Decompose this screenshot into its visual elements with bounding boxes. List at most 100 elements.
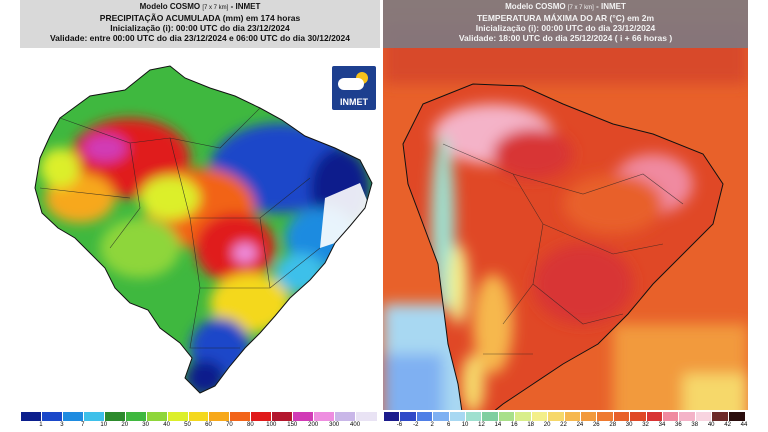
colorbar-swatch [497,412,516,421]
colorbar-label: 12 [478,422,485,428]
model-resolution: [7 x 7 km] [567,5,594,11]
colorbar-label: 2 [430,422,434,428]
colorbar-label: 28 [609,422,617,428]
colorbar-label: 7 [81,422,85,428]
colorbar-swatch [40,412,63,421]
colorbar-label: 42 [724,422,731,428]
colorbar-label: 20 [543,422,551,428]
colorbar-swatch [727,412,745,421]
precipitation-map-header: Modelo COSMO [7 x 7 km] - INMET PRECIPIT… [20,0,380,48]
colorbar-swatch [334,412,357,421]
colorbar-label: 32 [642,422,649,428]
colorbar-label: -6 [396,422,403,428]
precipitation-field [35,66,372,393]
precipitation-colorbar: 1 3 7 10 20 30 40 50 60 70 80 100 150 200 300 400 [20,410,380,432]
colorbar-label: 10 [100,422,108,428]
colorbar-swatch [415,412,434,421]
colorbar-swatch [579,412,598,421]
colorbar-swatch [547,412,565,421]
inmet-logo: INMET [332,66,376,110]
model-resolution: [7 x 7 km] [202,5,229,11]
colorbar-swatch [313,412,336,421]
logo-text: INMET [340,97,368,107]
colorbar-label: 36 [675,422,682,428]
cloud-icon [338,78,364,90]
colorbar-swatch [661,412,680,421]
colorbar-label: 44 [740,422,748,428]
colorbar-label: 3 [60,422,64,428]
colorbar-swatch [481,412,499,421]
colorbar-label: 22 [560,422,567,428]
validity-text: Validade: entre 00:00 UTC do dia 23/12/2… [49,33,350,43]
colorbar-label: 100 [266,422,277,428]
model-org: - INMET [230,2,261,11]
colorbar-swatch [271,412,294,421]
model-name: Modelo COSMO [505,2,566,11]
colorbar-label: 400 [350,422,361,428]
colorbar-swatch [82,412,105,421]
model-org: - INMET [596,2,626,11]
validity-text: Validade: 18:00 UTC do dia 25/12/2024 ( … [458,33,673,43]
colorbar-swatch [145,412,168,421]
colorbar-label: 60 [205,422,212,428]
colorbar-swatch [61,412,84,421]
temperature-map-header: Modelo COSMO [7 x 7 km] - INMET TEMPERAT… [383,0,748,48]
colorbar-label: 300 [329,422,340,428]
south-america-outline [402,83,724,410]
colorbar-label: 30 [625,422,633,428]
temperature-map-panel: Modelo COSMO [7 x 7 km] - INMET TEMPERAT… [383,0,748,432]
temperature-colorbar: -6 -2 2 6 10 12 14 16 18 20 22 24 26 28 30 32 34 36 38 40 42… [383,410,748,432]
colorbar-swatch [612,412,631,421]
colorbar-swatch [383,412,401,421]
initialization-text: Inicialização (i): 00:00 UTC do dia 23/1… [110,23,290,33]
temperature-map [383,24,748,410]
colorbar-swatch [629,412,647,421]
map-title: TEMPERATURA MÁXIMA DO AR (°C) em 2m [476,13,655,23]
colorbar-label: 6 [446,422,451,428]
colorbar-label: 16 [510,422,518,428]
colorbar-swatch [645,412,663,421]
colorbar-swatch [678,412,696,421]
colorbar-swatch [711,412,729,421]
colorbar-label: 26 [592,422,600,428]
colorbar-label: 34 [658,422,666,428]
colorbar-label: 20 [121,422,129,428]
colorbar-swatch [229,412,252,421]
initialization-text: Inicialização (i): 00:00 UTC do dia 23/1… [475,23,656,33]
colorbar-swatch [355,412,377,421]
colorbar-swatch [292,412,315,421]
colorbar-label: 30 [142,422,149,428]
colorbar-swatch [208,412,231,421]
colorbar-label: 24 [576,422,584,428]
brazil-outline [34,65,373,394]
colorbar-swatch [432,412,450,421]
colorbar-label: 1 [39,422,43,428]
colorbar-swatch [694,412,713,421]
colorbar-label: 200 [308,422,319,428]
colorbar-swatch [399,412,417,421]
colorbar-label: 70 [226,422,233,428]
colorbar-swatch [166,412,189,421]
colorbar-swatch [465,412,483,421]
colorbar-label: 40 [163,422,170,428]
colorbar-swatch [514,412,532,421]
colorbar-label: 14 [494,422,502,428]
colorbar-label: 150 [287,422,298,428]
colorbar-label: 10 [461,422,469,428]
model-name: Modelo COSMO [139,2,201,11]
colorbar-swatch [250,412,273,421]
map-title: PRECIPITAÇÃO ACUMULADA (mm) em 174 horas [99,13,301,23]
colorbar-label: 80 [247,422,254,428]
colorbar-swatch [20,412,42,421]
colorbar-swatch [124,412,147,421]
colorbar-swatch [530,412,549,421]
precipitation-map-panel: Modelo COSMO [7 x 7 km] - INMET PRECIPIT… [20,0,380,432]
precipitation-map [34,65,373,394]
colorbar-label: -2 [413,422,419,428]
colorbar-label: 38 [691,422,699,428]
colorbar-swatch [187,412,210,421]
colorbar-swatch [596,412,614,421]
colorbar-label: 18 [527,422,535,428]
colorbar-label: 40 [707,422,715,428]
colorbar-swatch [103,412,126,421]
